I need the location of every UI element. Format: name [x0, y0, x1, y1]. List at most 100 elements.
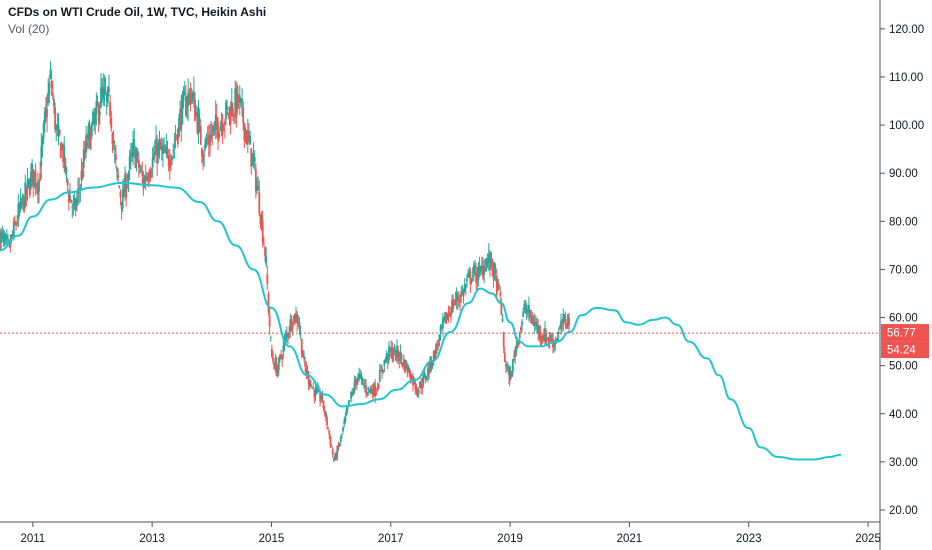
candle-body — [121, 189, 124, 209]
candle-body — [112, 140, 115, 144]
candle-body — [160, 145, 163, 152]
candle-body — [343, 420, 346, 425]
candle-body — [211, 134, 214, 136]
candle-body — [73, 198, 76, 204]
candle-body — [407, 366, 410, 371]
candle-body — [67, 192, 70, 203]
time-tick-label: 2019 — [497, 533, 523, 545]
candle-body — [243, 122, 246, 141]
candle-body — [194, 100, 196, 122]
candle-body — [487, 253, 490, 264]
candle-body — [334, 454, 336, 460]
candle-body — [425, 378, 428, 380]
candle-body — [9, 244, 12, 247]
candle-body — [113, 148, 116, 151]
candle-body — [41, 138, 44, 148]
candle-body — [66, 180, 69, 186]
candle-body — [127, 173, 130, 181]
candle-body — [260, 215, 263, 222]
candle-body — [151, 157, 154, 168]
candle-body — [49, 68, 52, 77]
price-tick-label: 50.00 — [889, 361, 918, 373]
candle-body — [59, 143, 62, 159]
candle-body — [534, 321, 537, 326]
candle-body — [40, 146, 43, 167]
price-badge — [881, 341, 929, 359]
candle-body — [34, 170, 37, 187]
candle-body — [168, 159, 171, 169]
candle-body — [483, 265, 486, 275]
candle-body — [501, 318, 504, 322]
candle-body — [94, 112, 97, 124]
candle-body — [533, 321, 536, 326]
candle-body — [27, 178, 30, 185]
candle-body — [181, 93, 184, 125]
candle-body — [349, 400, 351, 402]
candle-body — [75, 198, 78, 204]
candle-body — [550, 339, 553, 342]
candle-body — [319, 392, 322, 402]
candle-body — [519, 327, 522, 331]
symbol-title[interactable]: CFDs on WTI Crude Oil, 1W, TVC, Heikin A… — [8, 5, 267, 19]
price-tick-label: 110.00 — [889, 72, 923, 84]
price-badges: 56.77 54.24 — [881, 324, 929, 359]
candle-body — [69, 195, 71, 200]
candle-body — [217, 122, 219, 140]
candle-body — [134, 148, 137, 168]
candle-body — [84, 152, 86, 154]
candle-body — [521, 321, 523, 326]
candle-body — [30, 171, 32, 188]
candle-body — [174, 138, 177, 140]
candle-body — [126, 184, 129, 186]
candle-body — [279, 355, 281, 359]
candle-body — [176, 129, 179, 145]
candle-body — [429, 357, 432, 371]
candle-body — [171, 156, 173, 161]
candle-body — [190, 94, 193, 96]
candle-body — [262, 243, 265, 245]
candle-body — [486, 260, 489, 262]
candle-body — [95, 100, 98, 115]
price-tick-label: 80.00 — [889, 216, 918, 228]
time-tick-label: 2017 — [378, 533, 404, 545]
indicator-label[interactable]: Vol (20) — [8, 22, 50, 36]
candle-body — [155, 138, 157, 155]
candle-body — [202, 155, 204, 161]
time-tick-label: 2025 — [855, 533, 881, 545]
candle-body — [43, 112, 46, 124]
candle-body — [180, 108, 183, 131]
candle-body — [72, 200, 75, 206]
candle-body — [466, 278, 468, 282]
candle-body — [19, 196, 22, 210]
candle-body — [210, 133, 213, 140]
candle-body — [320, 399, 323, 401]
candle-body — [269, 337, 272, 339]
candle-body — [513, 355, 515, 357]
candle-body — [187, 92, 190, 106]
candle-body — [509, 372, 512, 380]
candle-body — [265, 256, 268, 265]
candle-body — [253, 157, 256, 163]
time-axis[interactable]: 2011 2013 2015 2017 2019 2021 2023 2025 — [20, 522, 881, 545]
candle-body — [417, 390, 420, 394]
price-axis[interactable]: 20.00 30.00 40.00 50.00 60.00 70.00 80.00 90.00… — [880, 24, 924, 517]
candle-body — [227, 112, 230, 117]
candle-body — [228, 106, 231, 112]
candle-body — [214, 114, 217, 130]
candle-body — [108, 88, 110, 93]
candle-body — [88, 123, 91, 135]
candle-body — [85, 135, 87, 153]
candles — [0, 61, 570, 463]
candle-body — [245, 131, 248, 145]
candle-body — [153, 152, 156, 156]
candle-body — [315, 388, 318, 392]
candle-body — [125, 181, 128, 198]
candle-body — [357, 377, 359, 382]
candle-body — [542, 335, 545, 342]
candle-body — [53, 99, 55, 107]
candle-body — [558, 326, 561, 329]
candle-body — [322, 400, 325, 409]
time-tick-label: 2021 — [617, 533, 643, 545]
candle-body — [420, 383, 422, 390]
